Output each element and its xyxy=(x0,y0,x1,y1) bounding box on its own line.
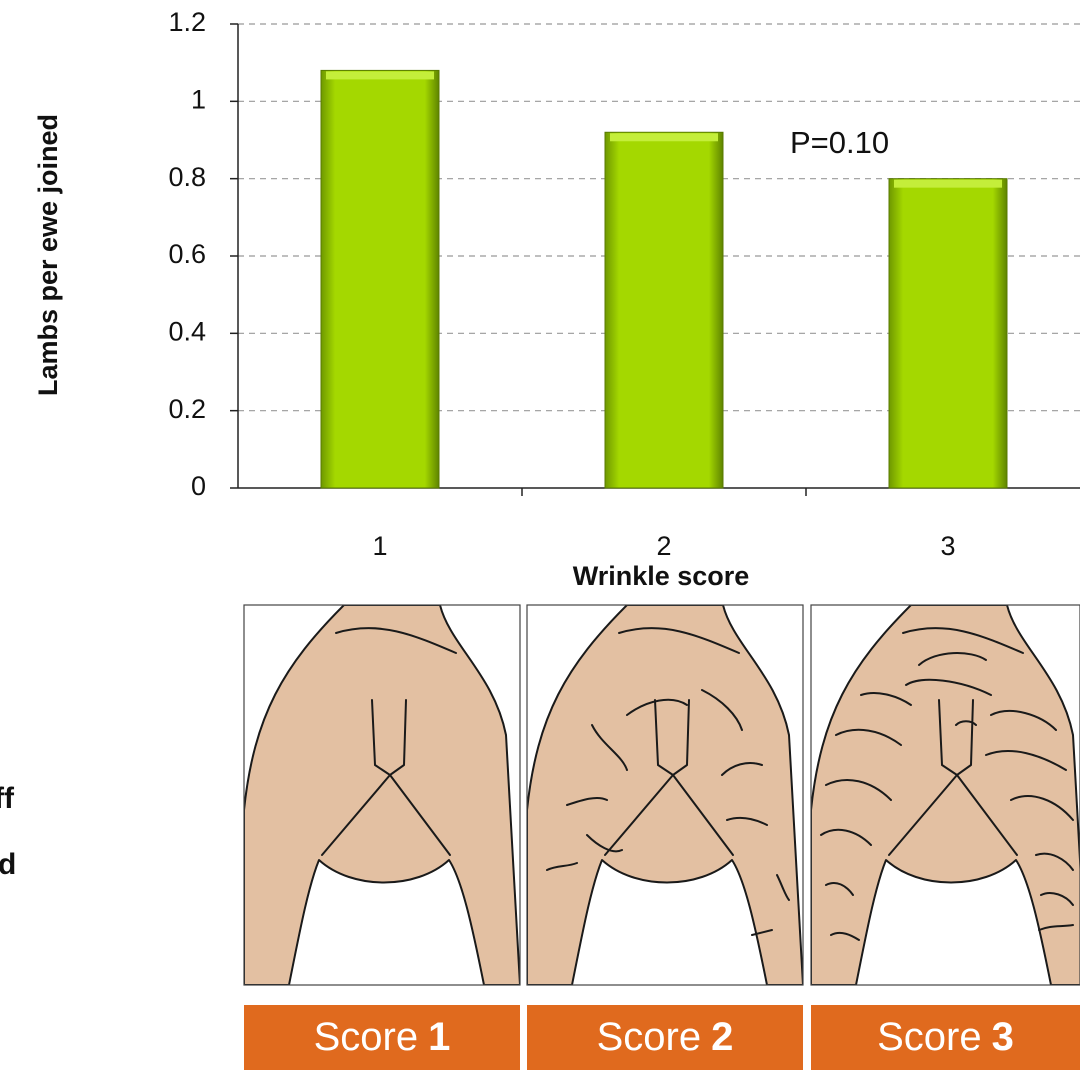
panel-illustration xyxy=(243,604,1080,986)
score-number: 1 xyxy=(428,1015,450,1059)
bar-cap xyxy=(894,179,1002,188)
score-word: Score xyxy=(877,1015,982,1059)
x-tick-label: 3 xyxy=(940,531,955,561)
score-box xyxy=(811,1005,1080,1070)
x-tick-label: 1 xyxy=(372,531,387,561)
y-tick-label: 0.2 xyxy=(168,394,206,424)
side-text: d xyxy=(0,848,16,881)
x-axis-label: Wrinkle score xyxy=(573,561,750,591)
bar-cap xyxy=(326,71,434,80)
y-tick-label: 0.8 xyxy=(168,162,206,192)
score-word: Score xyxy=(597,1015,702,1059)
annotation: P=0.10 xyxy=(790,125,889,160)
bar xyxy=(604,131,724,489)
y-tick-label: 0.4 xyxy=(168,316,206,346)
bar-group xyxy=(320,69,440,489)
score-number: 3 xyxy=(992,1015,1014,1059)
side-text: ff xyxy=(0,782,15,815)
y-tick-label: 0 xyxy=(191,471,206,501)
score-box xyxy=(527,1005,803,1070)
y-tick-label: 1.2 xyxy=(168,7,206,37)
score-box xyxy=(244,1005,520,1070)
y-axis-label: Lambs per ewe joined xyxy=(33,114,63,396)
score-label: Score 3 xyxy=(877,1015,1014,1059)
bar-group xyxy=(888,178,1008,489)
score-word: Score xyxy=(314,1015,419,1059)
bar-group xyxy=(604,131,724,489)
x-tick-label: 2 xyxy=(656,531,671,561)
y-tick-label: 0.6 xyxy=(168,239,206,269)
bar xyxy=(888,178,1008,489)
score-label: Score 1 xyxy=(314,1015,451,1059)
score-number: 2 xyxy=(711,1015,733,1059)
bar-cap xyxy=(610,133,718,142)
y-tick-label: 1 xyxy=(191,84,206,114)
bar xyxy=(320,69,440,489)
score-label: Score 2 xyxy=(597,1015,734,1059)
